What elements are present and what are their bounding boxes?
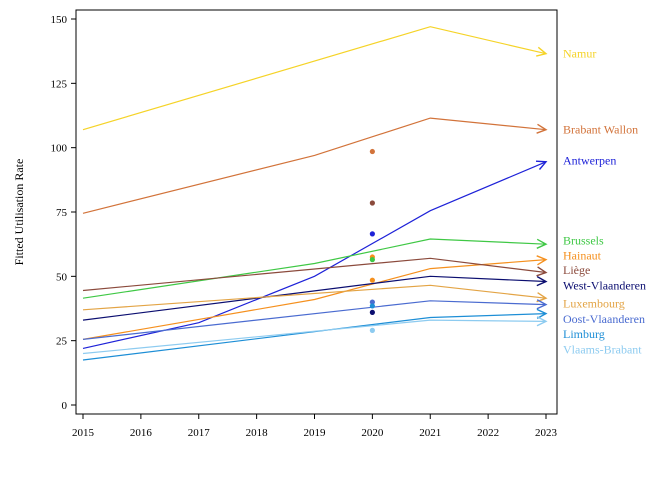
series-hainaut — [82, 255, 548, 340]
series-li-ge — [82, 257, 548, 292]
series-layer — [82, 26, 548, 361]
series-arrow-brabant-wallon — [536, 123, 548, 134]
series-arrow-li-ge — [536, 266, 548, 277]
observed-point-9 — [369, 327, 375, 333]
y-tick-label-100: 100 — [51, 143, 68, 155]
series-label-west-vlaanderen: West-Vlaanderen — [563, 278, 646, 292]
series-arrow-namur — [536, 46, 548, 57]
series-label-luxembourg: Luxembourg — [563, 296, 625, 310]
y-axis-title: Fitted Utilisation Rate — [12, 159, 26, 266]
series-brabant-wallon — [82, 117, 548, 214]
series-label-brussels: Brussels — [563, 233, 604, 247]
y-tick-label-25: 25 — [56, 336, 68, 348]
observed-point-5 — [369, 277, 375, 283]
series-line-brussels — [82, 238, 547, 299]
series-namur — [82, 26, 548, 131]
series-label-oost-vlaanderen: Oost-Vlaanderen — [563, 312, 645, 326]
x-tick-label-2021: 2021 — [419, 427, 441, 439]
observed-point-8 — [369, 309, 375, 315]
x-tick-label-2023: 2023 — [535, 427, 558, 439]
series-line-namur — [82, 26, 547, 131]
series-label-namur: Namur — [563, 47, 596, 61]
series-labels: Namur Brabant Wallon Antwerpen Brussels Hain… — [563, 47, 646, 357]
observed-point-7 — [369, 303, 375, 309]
observed-points — [369, 148, 375, 333]
y-tick-label-50: 50 — [56, 271, 68, 283]
series-label-antwerpen: Antwerpen — [563, 154, 616, 168]
series-vlaams-brabant — [82, 316, 548, 355]
x-axis: 2015 2016 2017 2018 2019 2020 2021 2022 2023 — [72, 414, 558, 439]
series-label-hainaut: Hainaut — [563, 249, 602, 263]
series-line-limburg — [82, 313, 547, 361]
y-tick-label-125: 125 — [51, 78, 68, 90]
x-tick-label-2016: 2016 — [130, 427, 153, 439]
y-tick-label-75: 75 — [56, 207, 68, 219]
x-tick-label-2015: 2015 — [72, 427, 95, 439]
series-arrow-west-vlaanderen — [536, 275, 548, 287]
series-line-li-ge — [82, 257, 547, 292]
x-tick-label-2019: 2019 — [304, 427, 327, 439]
series-label-limburg: Limburg — [563, 327, 605, 341]
series-arrow-brussels — [536, 238, 548, 249]
x-tick-label-2017: 2017 — [188, 427, 211, 439]
plot-frame — [75, 9, 558, 415]
series-oost-vlaanderen — [82, 299, 548, 340]
observed-point-2 — [369, 231, 375, 237]
series-line-hainaut — [82, 259, 547, 340]
y-axis: 0 25 50 75 100 125 150 — [51, 14, 76, 412]
series-west-vlaanderen — [82, 275, 548, 321]
series-line-vlaams-brabant — [82, 319, 547, 355]
series-line-luxembourg — [82, 284, 547, 311]
series-arrow-oost-vlaanderen — [536, 299, 548, 310]
x-tick-label-2018: 2018 — [246, 427, 269, 439]
observed-point-1 — [369, 200, 375, 206]
series-arrow-antwerpen — [535, 160, 548, 170]
observed-point-6 — [369, 299, 375, 305]
y-tick-label-0: 0 — [62, 400, 68, 412]
series-arrow-hainaut — [536, 255, 548, 266]
x-tick-label-2020: 2020 — [361, 427, 384, 439]
observed-point-0 — [369, 148, 375, 155]
series-line-oost-vlaanderen — [82, 300, 547, 340]
observed-point-4 — [369, 257, 375, 263]
series-arrow-limburg — [536, 308, 548, 320]
series-limburg — [82, 308, 548, 361]
series-label-vlaams-brabant: Vlaams-Brabant — [563, 343, 642, 357]
series-brussels — [82, 238, 548, 299]
y-tick-label-150: 150 — [51, 14, 68, 26]
series-arrow-vlaams-brabant — [536, 316, 548, 327]
series-label-brabant-wallon: Brabant Wallon — [563, 123, 638, 137]
series-line-west-vlaanderen — [82, 275, 547, 321]
series-line-brabant-wallon — [82, 117, 547, 214]
x-tick-label-2022: 2022 — [477, 427, 499, 439]
series-label-li-ge: Liège — [563, 263, 590, 277]
series-luxembourg — [82, 284, 548, 311]
